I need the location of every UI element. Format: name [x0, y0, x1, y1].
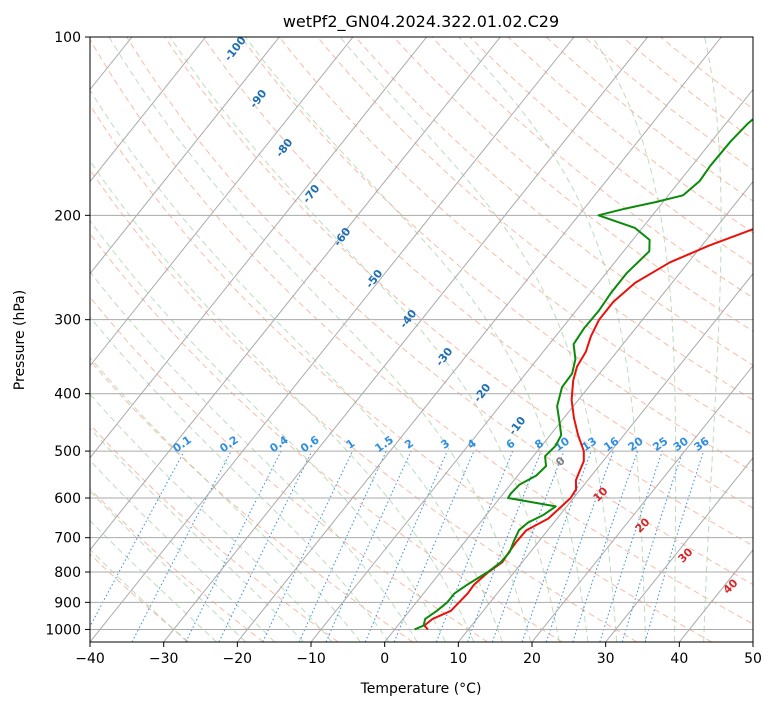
- dry-adiabat-line: [164, 37, 753, 547]
- isotherm-line: [90, 37, 280, 275]
- y-tick-label: 400: [54, 387, 81, 403]
- mixing-ratio-line: [90, 450, 185, 628]
- x-tick-label: 40: [670, 651, 688, 667]
- moist-adiabat-line: [703, 37, 722, 642]
- dry-adiabat-line: [90, 423, 339, 642]
- isotherm-line: [90, 37, 501, 551]
- dry-adiabat-line: [90, 296, 488, 642]
- dry-adiabat-line: [90, 104, 712, 642]
- isotherm-line: [384, 180, 753, 642]
- profile-lines: [414, 117, 753, 631]
- mixing-ratio-line: [545, 450, 614, 642]
- dry-adiabat-line: [278, 37, 753, 436]
- mixing-ratio-line: [467, 450, 542, 642]
- x-tick-label: 30: [597, 651, 615, 667]
- mixing-ratio-line: [521, 450, 592, 642]
- x-tick-label: −20: [223, 651, 253, 667]
- x-tick-label: 50: [744, 651, 762, 667]
- mixing-ratio-line: [364, 450, 448, 642]
- y-tick-label: 200: [54, 208, 81, 224]
- grid-lines: [90, 37, 753, 642]
- moist-adiabat-line: [458, 37, 647, 642]
- x-axis-title: Temperature (°C): [360, 681, 482, 697]
- x-tick-label: −30: [149, 651, 179, 667]
- y-axis-title: Pressure (hPa): [12, 290, 28, 390]
- x-tick-label: 10: [449, 651, 467, 667]
- moist-adiabat-line: [90, 519, 217, 642]
- dry-adiabat-line: [126, 37, 753, 586]
- chart-title: wetPf2_GN04.2024.322.01.02.C29: [283, 12, 559, 32]
- moist-adiabat-line: [592, 37, 677, 642]
- isotherm-line: [310, 88, 753, 642]
- plot-frame: [89, 36, 754, 643]
- moist-adiabat-line: [108, 37, 532, 642]
- mixing-ratio-line: [572, 450, 639, 642]
- isotherm-line: [605, 457, 753, 642]
- y-tick-label: 600: [54, 491, 81, 507]
- dry-adiabat-line: [355, 37, 753, 366]
- x-axis-ticks: −40 −30 −20 −10 0 10 20 30 40 50: [75, 642, 762, 667]
- x-tick-label: −10: [296, 651, 326, 667]
- moist-adiabat-line: [90, 459, 275, 642]
- mixing-ratio-line: [599, 450, 663, 642]
- dry-adiabat-line: [317, 37, 753, 401]
- isotherm-line: [90, 37, 207, 183]
- isotherm-line: [236, 37, 722, 642]
- y-axis-ticks: 100 200 300 400 500 600 700 800 900 1000: [45, 30, 90, 638]
- moist-adiabat-line: [90, 548, 188, 642]
- mixing-ratio-line: [621, 450, 684, 642]
- y-tick-label: 800: [54, 565, 81, 581]
- moist-adiabat-line: [90, 160, 475, 642]
- x-tick-label: 0: [380, 651, 389, 667]
- dry-adiabat-line: [90, 38, 753, 625]
- moist-adiabat-line: [244, 37, 589, 642]
- isotherm-line: [90, 37, 575, 642]
- x-tick-label: 20: [523, 651, 541, 667]
- moist-adiabat-line: [90, 490, 246, 642]
- dewpoint-profile-line: [414, 117, 753, 631]
- dry-adiabat-line: [90, 553, 190, 642]
- y-tick-label: 700: [54, 531, 81, 547]
- isotherm-line: [90, 37, 354, 367]
- dry-adiabat-line: [90, 168, 638, 642]
- y-tick-label: 900: [54, 595, 81, 611]
- mixing-ratio-line: [491, 450, 565, 642]
- moist-adiabat-line: [90, 271, 418, 642]
- moist-adiabat-line: [90, 89, 503, 642]
- dry-adiabat-line: [90, 232, 563, 642]
- isotherm-line: [457, 272, 753, 642]
- mixing-ratio-line: [185, 450, 282, 642]
- dry-adiabat-line: [393, 37, 753, 332]
- mixing-ratio-line: [325, 450, 412, 642]
- y-tick-label: 100: [54, 30, 81, 46]
- isotherm-line: [531, 364, 753, 642]
- mixing-ratio-line: [435, 450, 514, 642]
- x-tick-label: −40: [75, 651, 105, 667]
- isotherm-line: [163, 37, 649, 642]
- y-tick-label: 500: [54, 444, 81, 460]
- y-tick-label: 300: [54, 313, 81, 329]
- moist-adiabat-line: [90, 219, 446, 642]
- moist-adiabat-line: [90, 316, 390, 642]
- moist-adiabat-line: [90, 427, 304, 642]
- isotherm-line: [90, 37, 428, 459]
- y-tick-label: 1000: [45, 622, 81, 638]
- dry-adiabat-line: [202, 37, 753, 509]
